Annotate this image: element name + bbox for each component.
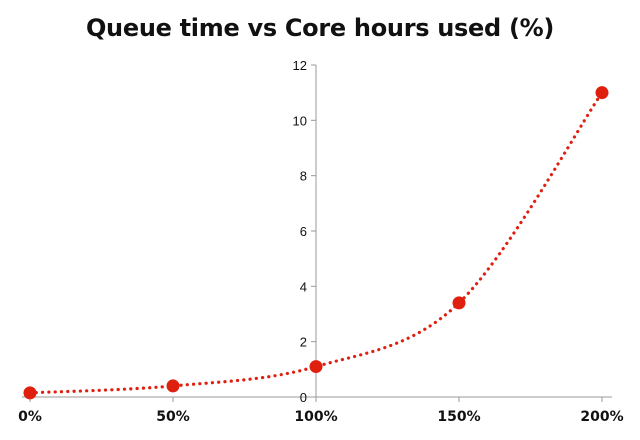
data-point bbox=[309, 360, 323, 374]
y-tick-label: 0 bbox=[300, 390, 307, 405]
x-tick-label: 100% bbox=[294, 409, 337, 425]
chart-title: Queue time vs Core hours used (%) bbox=[85, 14, 555, 42]
x-tick-label: 50% bbox=[156, 409, 190, 425]
data-point bbox=[452, 296, 466, 310]
y-tick-label: 8 bbox=[300, 169, 307, 184]
y-tick-label: 12 bbox=[293, 58, 307, 73]
y-tick-label: 10 bbox=[293, 113, 307, 128]
x-tick-label: 150% bbox=[437, 409, 480, 425]
data-point bbox=[166, 379, 180, 393]
data-point bbox=[23, 386, 37, 400]
y-tick-label: 6 bbox=[300, 224, 307, 239]
x-tick-label: 0% bbox=[18, 409, 42, 425]
y-tick-label: 4 bbox=[300, 279, 307, 294]
x-tick-label: 200% bbox=[580, 409, 623, 425]
data-point bbox=[595, 86, 609, 100]
y-tick-label: 2 bbox=[300, 335, 307, 350]
